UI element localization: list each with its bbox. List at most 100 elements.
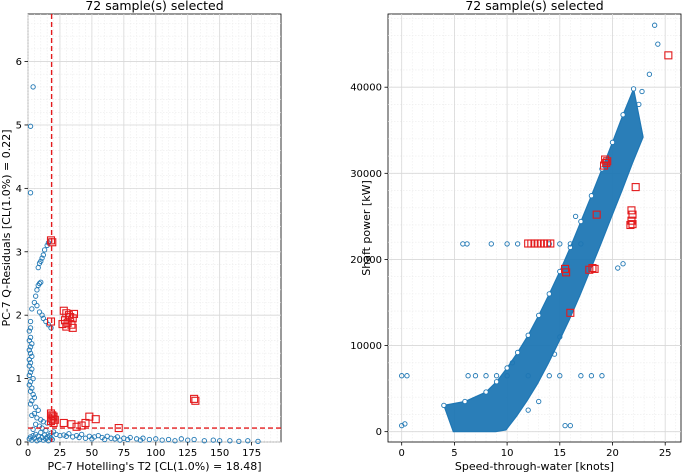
x-tick-label: 125 xyxy=(178,448,197,459)
data-point xyxy=(31,394,38,401)
data-point xyxy=(127,434,133,441)
x-tick-label: 10 xyxy=(501,448,514,459)
data-point xyxy=(652,22,658,28)
data-point xyxy=(30,433,36,439)
points-right xyxy=(399,22,661,429)
data-point xyxy=(646,71,653,77)
data-point xyxy=(108,435,114,441)
data-point xyxy=(35,407,41,413)
data-point xyxy=(615,265,621,271)
data-point xyxy=(27,379,34,385)
y-tick-label: 20000 xyxy=(350,255,382,266)
data-point xyxy=(57,433,63,439)
data-point xyxy=(488,241,494,247)
data-point xyxy=(27,325,34,331)
data-point xyxy=(34,303,40,309)
data-point xyxy=(465,373,471,379)
data-point xyxy=(509,360,516,366)
data-point xyxy=(76,434,82,441)
selected-point xyxy=(592,210,601,219)
data-point xyxy=(557,334,563,340)
data-point xyxy=(40,437,46,443)
data-point xyxy=(27,334,34,341)
data-point xyxy=(26,372,32,379)
x-tick-label: 20 xyxy=(606,448,619,459)
data-point xyxy=(504,373,510,379)
data-point xyxy=(140,435,146,441)
x-axis-label-right: Speed-through-water [knots] xyxy=(455,460,614,473)
data-point xyxy=(30,391,36,398)
x-tick-label: 0 xyxy=(399,448,405,459)
data-point xyxy=(41,247,48,253)
y-tick-label: 5 xyxy=(16,120,22,131)
data-point xyxy=(29,366,35,372)
data-point xyxy=(29,398,35,404)
selected-point xyxy=(59,306,68,315)
data-point xyxy=(26,328,32,334)
data-point xyxy=(245,438,251,444)
data-point xyxy=(36,309,43,315)
data-point xyxy=(172,438,178,444)
data-point xyxy=(483,373,489,379)
selected-point xyxy=(46,236,56,245)
data-point xyxy=(31,299,38,306)
data-point xyxy=(609,139,616,145)
data-point xyxy=(29,412,35,419)
data-point xyxy=(39,255,45,261)
data-point xyxy=(483,389,489,395)
data-point xyxy=(514,241,521,247)
data-point xyxy=(29,341,35,347)
selected-point xyxy=(68,314,77,323)
data-point xyxy=(30,375,36,382)
data-point xyxy=(578,373,584,379)
x-tick-label: 25 xyxy=(54,448,67,459)
y-tick-label: 30000 xyxy=(350,169,382,180)
selected-point xyxy=(588,263,597,273)
data-point xyxy=(26,363,32,369)
y-tick-label: 1 xyxy=(16,374,22,385)
data-point xyxy=(26,356,32,363)
chart-title-right: 72 sample(s) selected xyxy=(465,0,603,13)
data-point xyxy=(525,407,531,413)
data-point xyxy=(567,422,573,429)
selected-point xyxy=(566,308,575,317)
data-point xyxy=(620,261,626,267)
selected-points-left xyxy=(46,236,200,433)
y-tick-label: 0 xyxy=(376,427,382,438)
data-point xyxy=(255,438,261,445)
selected-point xyxy=(91,415,100,424)
chart-title-left: 72 sample(s) selected xyxy=(85,0,223,13)
data-point xyxy=(38,279,44,285)
data-point xyxy=(493,373,500,379)
selected-point xyxy=(628,220,637,229)
data-point xyxy=(26,347,32,353)
data-point xyxy=(191,436,197,443)
selected-point xyxy=(590,264,599,273)
data-point xyxy=(27,190,34,196)
data-point xyxy=(34,287,40,293)
points-left xyxy=(26,84,261,445)
data-point xyxy=(47,433,53,439)
selected-point xyxy=(58,320,67,329)
selected-point xyxy=(49,418,58,428)
data-point xyxy=(27,344,34,350)
data-point xyxy=(546,373,552,379)
y-tick-label: 2 xyxy=(16,311,22,322)
data-point xyxy=(102,436,108,443)
data-point xyxy=(551,351,558,357)
x-tick-label: 0 xyxy=(25,448,31,459)
data-point xyxy=(404,373,410,379)
selected-point xyxy=(602,158,611,168)
data-point xyxy=(402,421,408,427)
data-point xyxy=(38,429,44,436)
data-point xyxy=(639,88,645,95)
limit-lines-left xyxy=(28,14,281,442)
data-point xyxy=(525,373,531,379)
data-point xyxy=(27,388,34,394)
data-point xyxy=(578,218,584,225)
data-point xyxy=(599,373,605,379)
selected-point xyxy=(69,309,79,318)
data-point xyxy=(61,432,67,438)
data-point xyxy=(557,241,563,247)
data-point xyxy=(588,193,595,199)
